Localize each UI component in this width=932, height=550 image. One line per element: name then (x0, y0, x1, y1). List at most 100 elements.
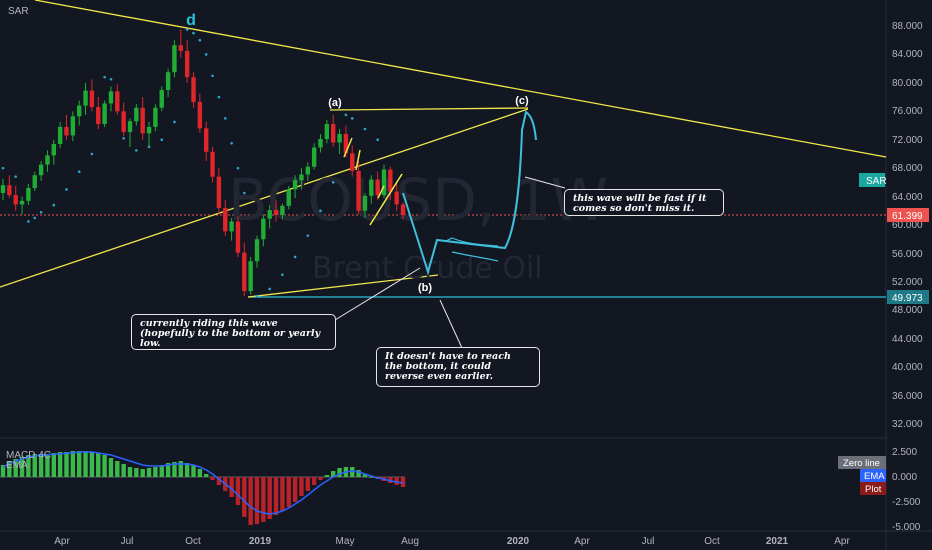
price-tick: 84.000 (892, 49, 923, 60)
macd-label: MACD 4C (6, 450, 52, 461)
last-price-badge[interactable]: 61.399 (887, 208, 929, 222)
time-axis[interactable]: Apr Jul Oct 2019 May Aug 2020 Apr Jul Oc… (54, 536, 850, 547)
candle (337, 129, 342, 154)
sar-dot (293, 255, 297, 259)
candle-body (210, 151, 215, 177)
candle (229, 217, 234, 241)
candle (356, 161, 361, 215)
sar-dot (230, 141, 233, 145)
price-tick: 88.000 (892, 21, 923, 32)
candle (70, 111, 76, 142)
macd-bar (184, 463, 190, 477)
time-tick: Apr (834, 536, 850, 547)
macd-bar (311, 477, 317, 485)
candle-body (216, 176, 222, 208)
macd-bar (337, 468, 342, 477)
candle (191, 72, 196, 108)
candle-body (51, 143, 56, 156)
price-tick: 60.000 (892, 220, 923, 231)
candle-body (146, 126, 152, 134)
support-level-badge[interactable]: 49.973 (887, 290, 929, 304)
macd-bar (146, 468, 152, 477)
candle-body (38, 164, 44, 176)
macd-tick: 0.000 (892, 472, 917, 483)
candle-body (337, 134, 342, 143)
sar-dot (160, 138, 164, 142)
macd-bar (299, 477, 304, 496)
macd-axis[interactable]: 2.500 0.000 -2.500 -5.000 (892, 447, 921, 533)
macd-bar (165, 463, 171, 477)
macd-bar (369, 477, 374, 478)
ema-badge: EMA (864, 471, 885, 482)
candle (45, 150, 50, 172)
macd-ema-line[interactable] (2, 451, 404, 515)
macd-bar (102, 455, 107, 477)
callout-reverse-earlier[interactable]: It doesn't have to reach the bottom, it … (376, 347, 540, 387)
candle-body (299, 174, 304, 181)
macd-badges[interactable]: Zero line EMA Plot (838, 456, 886, 495)
wave-a-c-line[interactable] (329, 107, 529, 111)
sar-dot (135, 149, 138, 152)
candle (381, 164, 387, 198)
candle-body (331, 124, 336, 143)
candle-body (115, 91, 120, 112)
candle-body (204, 128, 209, 152)
macd-tick: 2.500 (892, 447, 917, 458)
wave-mark (343, 137, 353, 158)
time-tick: May (336, 536, 355, 547)
callout-riding-wave[interactable]: currently riding this wave (hopefully to… (131, 314, 336, 350)
descending-trendline[interactable] (34, 0, 887, 158)
macd-bar (178, 461, 183, 477)
candle (32, 171, 37, 191)
ascending-trendline[interactable] (0, 108, 529, 288)
sar-dot (90, 152, 94, 156)
macd-bar (394, 477, 399, 485)
projection-detail (445, 237, 499, 247)
candle (134, 104, 139, 126)
candle-body (267, 210, 272, 219)
zero-line-badge-bg (838, 456, 886, 469)
projection-detail (451, 251, 499, 262)
macd-bar (51, 453, 56, 477)
macd-bar (7, 461, 12, 477)
candle-body (108, 91, 114, 104)
price-candles[interactable] (0, 29, 406, 297)
sar-badge[interactable]: SAR (859, 173, 887, 187)
last-price-value: 61.399 (892, 211, 923, 222)
price-tick: 40.000 (892, 362, 923, 373)
candle (254, 235, 260, 268)
macd-bar (172, 462, 177, 477)
callout-fast-wave[interactable]: this wave will be fast if it comes so do… (564, 189, 724, 216)
sar-dot (268, 287, 272, 291)
sar-indicator-label[interactable]: SAR (8, 6, 29, 17)
candle-body (318, 139, 323, 148)
macd-bar (26, 455, 31, 477)
time-tick: 2021 (766, 536, 789, 547)
candle-body (400, 204, 406, 216)
candle-body (369, 179, 374, 196)
macd-bar (108, 458, 114, 477)
macd-bar (216, 477, 222, 485)
price-tick: 64.000 (892, 192, 923, 203)
wave-label-b: (b) (418, 282, 432, 294)
candle (89, 79, 95, 112)
price-axis[interactable]: 88.000 84.000 80.000 76.000 72.000 68.00… (892, 21, 923, 430)
macd-bar (153, 467, 158, 477)
candle-body (121, 111, 126, 132)
candle-body (32, 175, 37, 189)
candle (210, 146, 215, 183)
macd-bar (400, 477, 406, 487)
candle-body (254, 239, 260, 262)
candle (324, 119, 330, 144)
candle (77, 100, 82, 126)
macd-indicator-label[interactable]: MACD 4C EMA (6, 451, 51, 471)
price-tick: 44.000 (892, 334, 923, 345)
projection-path[interactable] (402, 110, 537, 276)
sar-dot (1, 166, 5, 170)
last-price-badge-bg (887, 208, 929, 222)
candle-body (127, 121, 133, 132)
sar-dot (255, 294, 259, 298)
candle-body (388, 169, 393, 192)
lower-wedge-line[interactable] (247, 274, 439, 298)
